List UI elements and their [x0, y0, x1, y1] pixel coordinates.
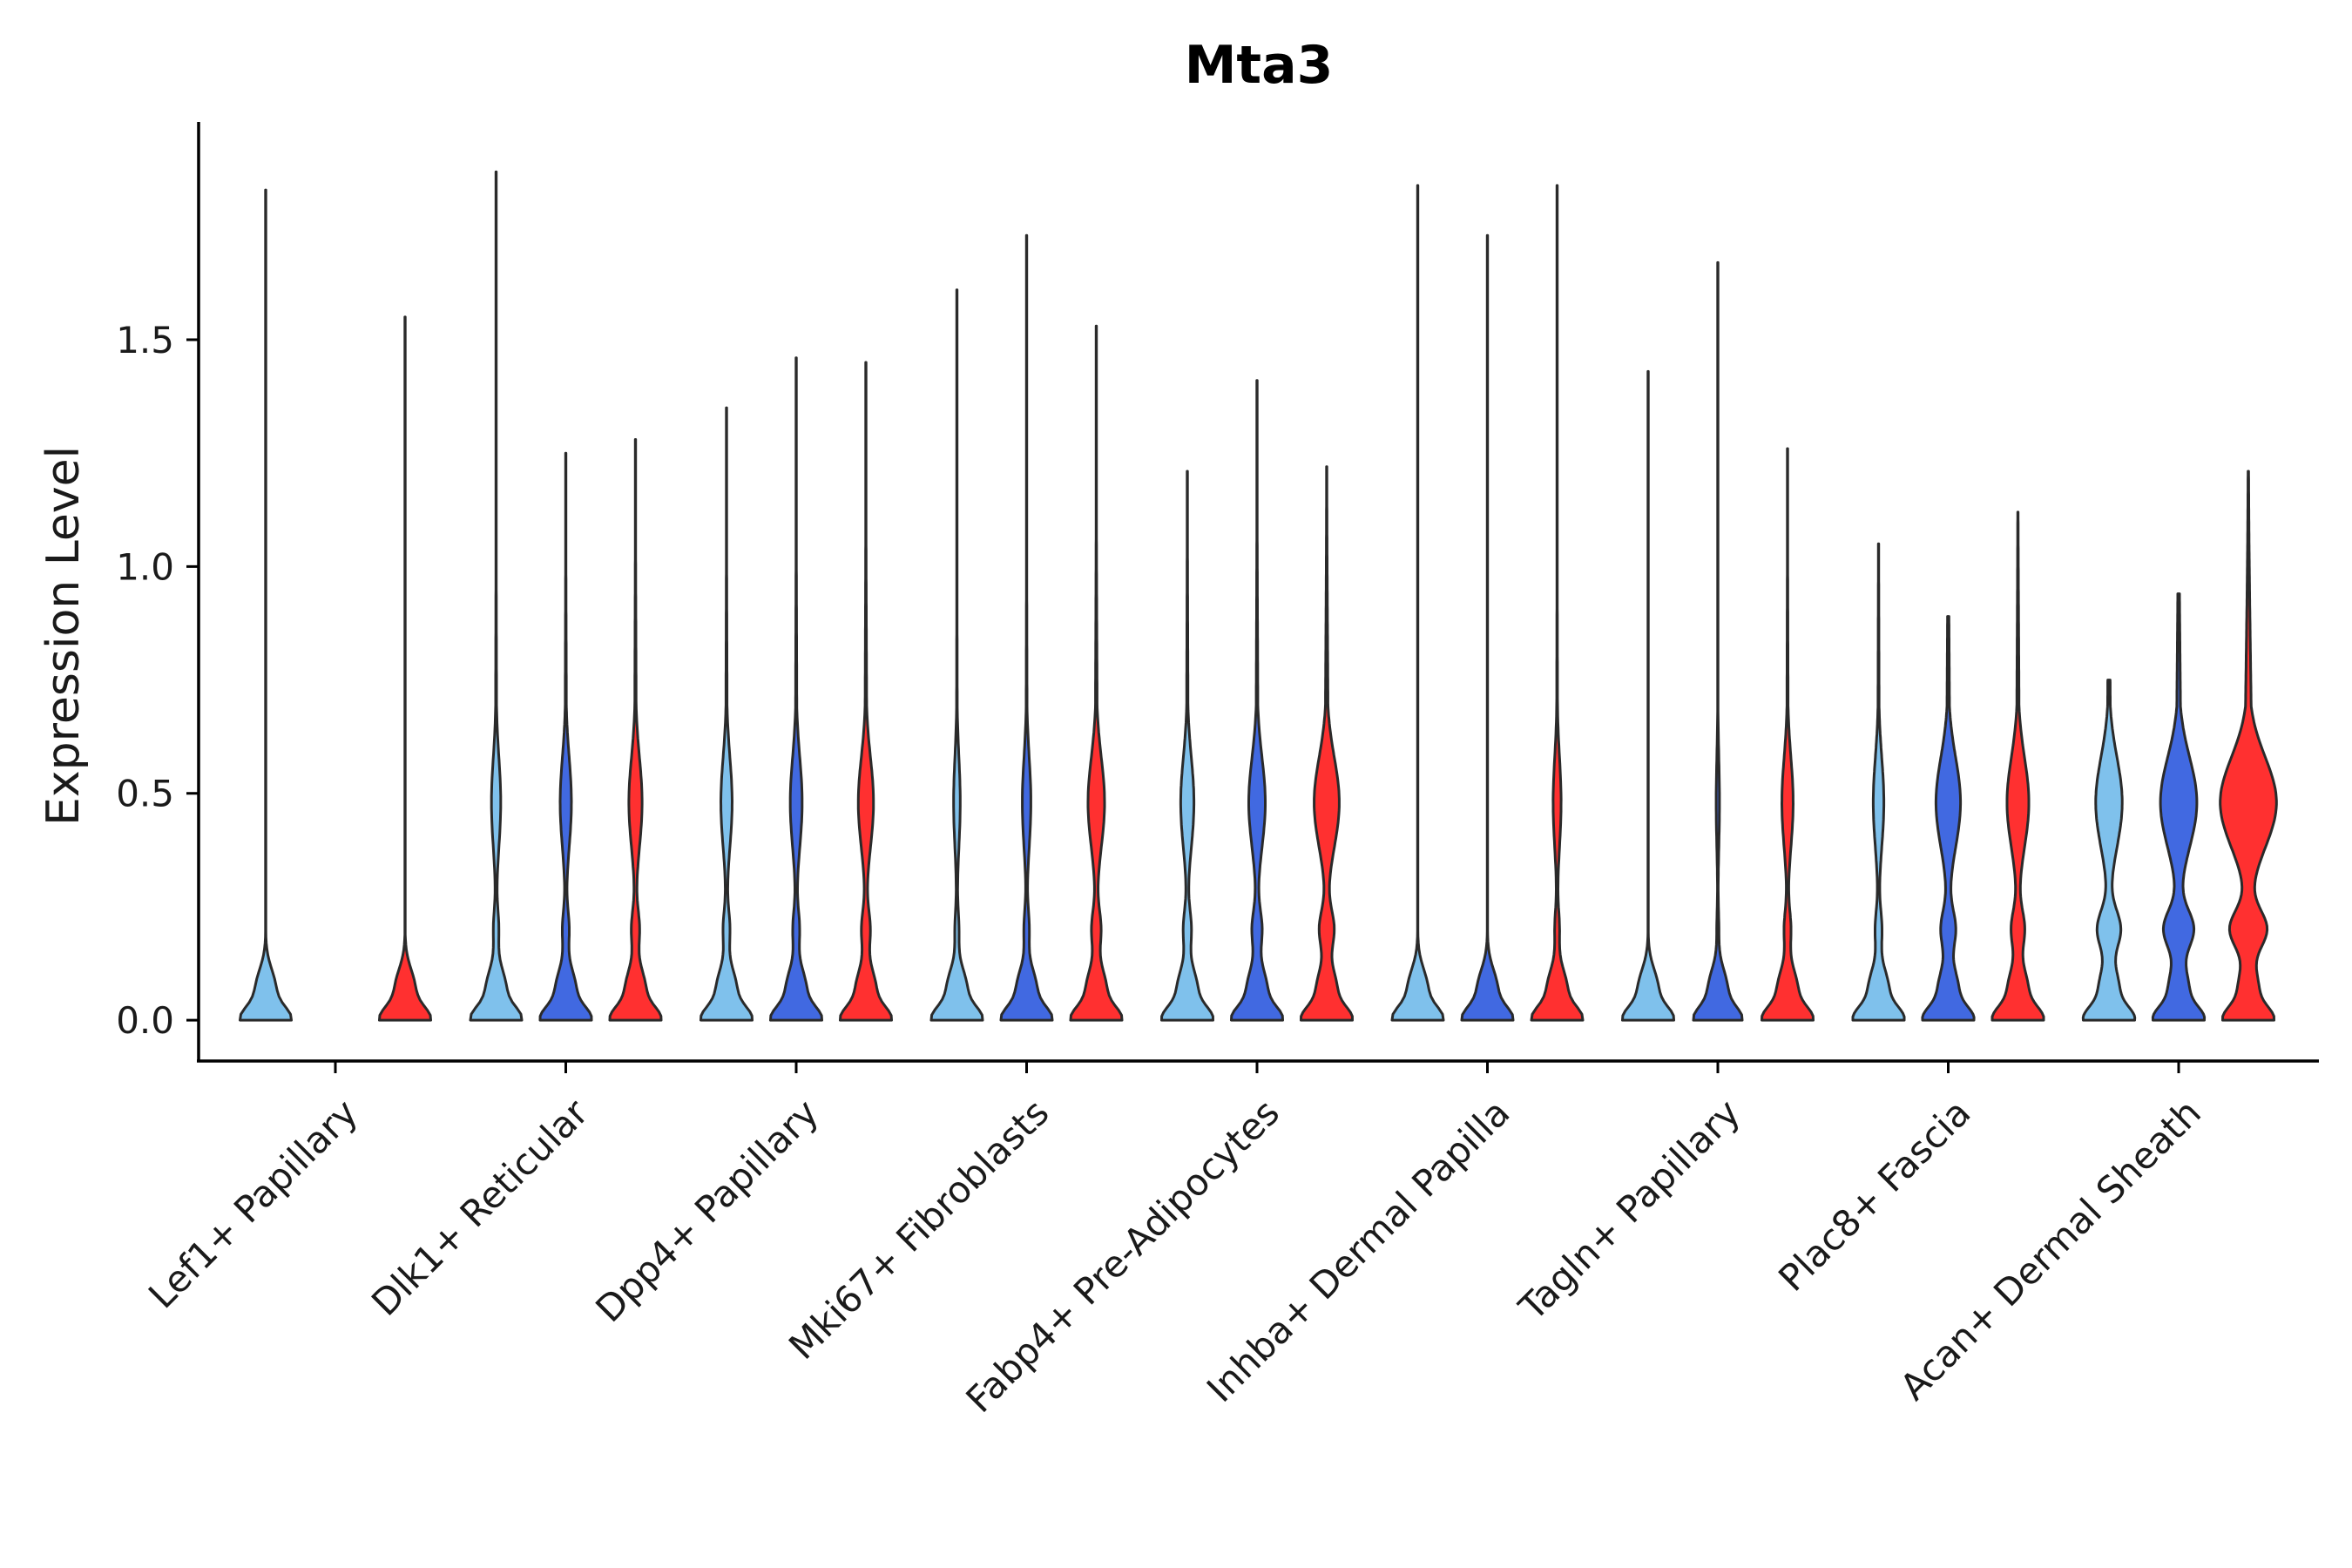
x-tick-label: Dlk1+ Reticular: [363, 1091, 597, 1324]
x-tick-label: Dpp4+ Papillary: [587, 1091, 827, 1330]
violin-7-series-2: [1692, 260, 1744, 1022]
violin-1-series-3: [378, 315, 432, 1022]
violin-3-series-2: [769, 356, 823, 1022]
violin-8-series-1: [1851, 542, 1906, 1022]
chart-title: Mta3: [1185, 35, 1334, 96]
violin-9-series-2: [2151, 592, 2207, 1022]
violin-6-series-2: [1460, 233, 1515, 1022]
x-tick-label: Plac8+ Fascia: [1770, 1091, 1978, 1299]
violin-2-series-1: [469, 170, 524, 1022]
violin-5-series-3: [1300, 465, 1354, 1022]
violin-4-series-1: [929, 288, 984, 1022]
y-tick-label: 1.0: [116, 545, 174, 588]
violin-9-series-3: [2219, 470, 2278, 1022]
violin-7-series-3: [1761, 447, 1815, 1022]
y-axis-label: Expression Level: [37, 446, 90, 826]
x-tick-label: Tagln+ Papillary: [1511, 1091, 1748, 1328]
y-ticks: 0.0 0.5 1.0 1.5: [116, 319, 199, 1042]
violin-1-series-1: [239, 188, 293, 1022]
y-tick-label: 0.0: [116, 999, 174, 1042]
violin-4-series-3: [1069, 324, 1124, 1022]
x-tick-label: Lef1+ Papillary: [140, 1091, 366, 1316]
violin-group: [239, 170, 2278, 1022]
x-tick-label: Mki67+ Fibroblasts: [781, 1091, 1057, 1367]
violin-6-series-3: [1530, 184, 1585, 1022]
violin-2-series-3: [608, 438, 663, 1022]
violin-8-series-3: [1990, 510, 2045, 1022]
violin-2-series-2: [538, 451, 593, 1022]
y-tick-label: 0.5: [116, 773, 174, 815]
violin-6-series-1: [1390, 184, 1445, 1022]
violin-9-series-1: [2081, 679, 2137, 1022]
violin-3-series-1: [700, 406, 754, 1022]
violin-7-series-1: [1621, 369, 1675, 1022]
y-tick-label: 1.5: [116, 319, 174, 362]
violin-3-series-3: [839, 361, 893, 1022]
violin-8-series-2: [1921, 615, 1976, 1022]
violin-5-series-1: [1160, 470, 1214, 1022]
violin-4-series-2: [999, 233, 1054, 1022]
violin-5-series-2: [1230, 379, 1284, 1022]
